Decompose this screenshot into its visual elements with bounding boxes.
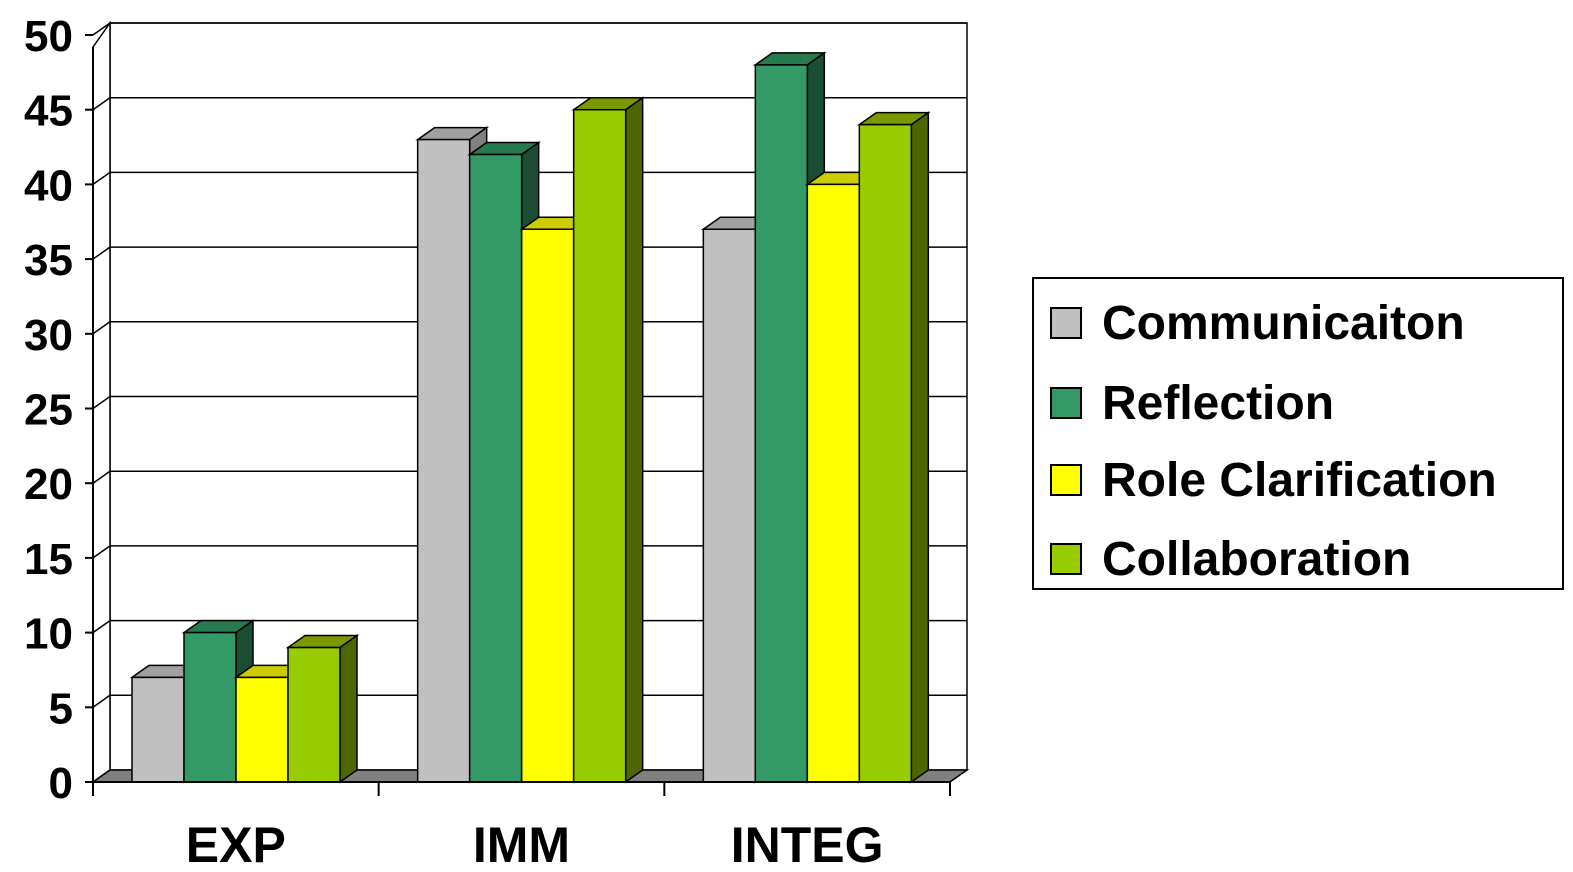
y-tick-labels: 0 5 10 15 20 25 30 35 40 45 50	[24, 12, 73, 808]
bars	[129, 51, 931, 784]
legend-label: Role Clarification	[1102, 453, 1497, 507]
bar	[285, 634, 360, 784]
bar-side	[339, 634, 358, 784]
bar-front	[754, 64, 809, 783]
axes	[85, 34, 951, 796]
bar	[571, 96, 646, 784]
bar-front	[287, 646, 341, 783]
bar-front	[858, 123, 913, 783]
legend-item: Collaboration	[1050, 529, 1411, 589]
legend-item: Communicaiton	[1050, 293, 1465, 353]
legend-label: Communicaiton	[1102, 296, 1465, 350]
legend-item: Reflection	[1050, 373, 1334, 433]
bar-front	[235, 676, 289, 783]
legend-swatch	[1050, 543, 1082, 575]
y-tick-label: 20	[24, 460, 73, 509]
legend-label: Reflection	[1102, 376, 1335, 430]
legend: Communicaiton Reflection Role Clarificatio…	[1032, 277, 1564, 590]
gridline-side	[92, 470, 111, 484]
bar-front	[806, 183, 861, 783]
y-tick-label: 45	[24, 87, 73, 136]
y-tick-label: 10	[24, 610, 73, 659]
y-tick-label: 5	[49, 684, 73, 733]
gridline-side	[92, 619, 111, 634]
y-tick-label: 15	[24, 535, 73, 584]
bar-front	[468, 153, 523, 783]
legend-swatch	[1050, 307, 1082, 339]
gridline-side	[92, 246, 111, 260]
x-category-label: IMM	[473, 817, 570, 872]
x-category-label: INTEG	[731, 817, 884, 872]
bar-front	[183, 631, 237, 783]
y-tick-label: 40	[24, 161, 73, 210]
gridline-side	[92, 321, 111, 335]
y-tick-label: 35	[24, 236, 73, 285]
gridline-side	[92, 694, 111, 708]
gridline-side	[92, 545, 111, 559]
bar-front	[520, 228, 575, 783]
legend-label: Collaboration	[1102, 532, 1412, 586]
x-category-labels: EXP IMM INTEG	[186, 817, 884, 872]
bar-side	[910, 111, 930, 784]
bar-front	[572, 108, 627, 783]
legend-swatch	[1050, 464, 1082, 496]
legend-swatch	[1050, 387, 1082, 419]
gridline-side	[92, 97, 111, 111]
x-category-label: EXP	[186, 817, 286, 872]
bar-front	[416, 138, 471, 783]
gridline-side	[92, 22, 111, 36]
bar-front	[131, 676, 185, 783]
y-tick-label: 25	[24, 386, 73, 435]
bar	[856, 111, 931, 784]
y-tick-label: 30	[24, 311, 73, 360]
gridline-side	[92, 395, 111, 410]
y-tick-label: 0	[49, 759, 73, 808]
bar-side	[624, 96, 644, 784]
y-tick-label: 50	[24, 12, 73, 61]
gridline-side	[92, 171, 111, 186]
bar-front	[702, 228, 757, 783]
legend-item: Role Clarification	[1050, 450, 1497, 510]
